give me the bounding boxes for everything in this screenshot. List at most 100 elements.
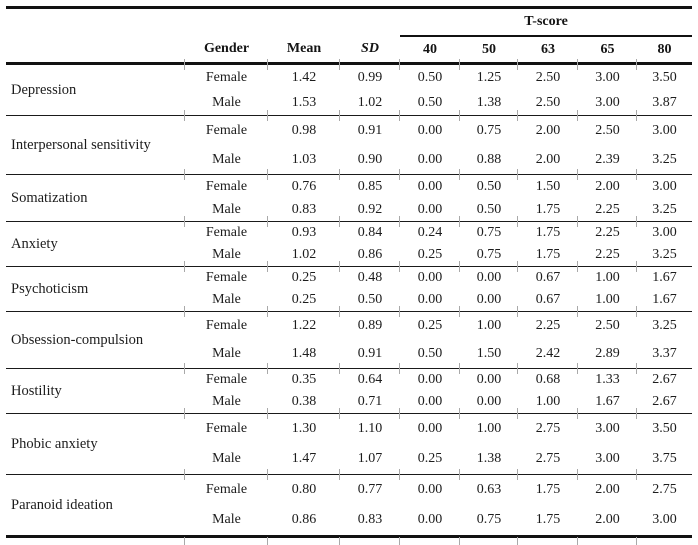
tscore-65-cell: 2.89 [595, 346, 620, 361]
section-hostility: Hostility Female 0.35 0.64 0.00 0.00 0.68 1.33 2… [6, 362, 693, 414]
table-row: Male 1.02 0.86 0.25 0.75 1.75 2.25 3.25 [6, 244, 692, 267]
tscore-40-cell: 0.00 [399, 260, 460, 290]
tscore-40-cell: 0.00 [399, 505, 460, 545]
tscore-50-header: 50 [482, 41, 496, 57]
gender-cell: Female [184, 57, 268, 91]
tscore-40-header: 40 [423, 41, 437, 57]
tscore-63-cell: 2.50 [535, 94, 561, 110]
tscore-63-cell: 1.75 [535, 247, 561, 262]
sd-cell: 0.48 [339, 260, 400, 290]
tscore-50-cell: 0.75 [459, 215, 518, 245]
section-somatization: Somatization Female 0.76 0.85 0.00 0.50 1.50 2.… [6, 168, 693, 222]
tscore-65-cell: 2.25 [577, 215, 637, 245]
gender-cell: Male [184, 505, 268, 545]
tscore-80-cell: 1.67 [635, 260, 692, 290]
tscore-50-cell: 1.38 [476, 451, 502, 466]
mean-cell: 1.42 [267, 57, 340, 91]
tscore-40-cell: 0.00 [417, 151, 443, 167]
tscore-80-header: 80 [657, 41, 672, 57]
mean-cell: 1.02 [291, 247, 317, 262]
tscore-63-cell: 0.67 [535, 292, 561, 307]
tscore-group-header: T-score [400, 7, 693, 37]
tscore-80-cell: 2.67 [635, 362, 692, 392]
gender-cell: Female [184, 468, 268, 506]
tscore-63-cell: 2.25 [517, 305, 578, 341]
tscore-40-cell: 0.50 [399, 57, 460, 91]
category-cell: Psychoticism [11, 280, 89, 297]
mean-cell: 1.47 [291, 451, 317, 466]
gender-cell: Male [212, 292, 241, 307]
tscore-header-row: T-score [6, 7, 693, 37]
gender-cell: Female [184, 362, 268, 392]
category-cell: Obsession-compulsion [11, 331, 144, 348]
header-spacer [6, 8, 400, 37]
tscore-80-cell: 3.50 [635, 57, 692, 91]
tscore-80-cell: 3.00 [635, 505, 692, 545]
tscore-65-cell: 3.00 [595, 451, 620, 466]
mean-cell: 1.30 [267, 407, 340, 445]
table-row: Male 1.48 0.91 0.50 1.50 2.42 2.89 3.37 [6, 340, 692, 369]
tscore-50-cell: 0.75 [476, 247, 502, 262]
tscore-40-cell: 0.50 [417, 94, 443, 110]
mean-cell: 0.25 [291, 292, 317, 307]
mean-cell: 0.80 [267, 468, 340, 506]
tscore-65-cell: 2.00 [577, 505, 637, 545]
section-depression: Depression Female 1.42 0.99 0.50 1.25 2.50 3.00… [6, 57, 692, 116]
tscore-63-cell: 1.75 [517, 505, 578, 545]
tscore-80-cell: 1.67 [652, 292, 677, 307]
tscore-50-cell: 1.00 [459, 305, 518, 341]
tscore-80-cell: 3.75 [652, 451, 677, 466]
tscore-40-cell: 0.00 [417, 292, 443, 307]
tscore-50-cell: 0.75 [459, 505, 518, 545]
tscore-50-cell: 0.88 [476, 151, 502, 167]
tscore-40-cell: 0.00 [399, 109, 460, 146]
tscore-65-cell: 2.00 [577, 468, 637, 506]
section-psychoticism: Psychoticism Female 0.25 0.48 0.00 0.00 0.67 1.… [6, 260, 693, 312]
gender-cell: Male [212, 346, 241, 361]
tscore-63-cell: 2.42 [535, 346, 561, 361]
category-cell: Interpersonal sensitivity [11, 136, 151, 153]
sd-cell: 0.99 [339, 57, 400, 91]
tscore-40-cell: 0.00 [399, 168, 460, 199]
mean-cell: 0.93 [267, 215, 340, 245]
tscore-40-cell: 0.00 [417, 201, 443, 217]
table-row: Psychoticism Female 0.25 0.48 0.00 0.00 0.67 1.… [6, 260, 692, 297]
tscore-63-header: 63 [541, 41, 555, 57]
tscore-65-header: 65 [600, 41, 615, 57]
tscore-80-cell: 3.00 [635, 168, 692, 199]
table-row: Depression Female 1.42 0.99 0.50 1.25 2.50 3.00… [6, 57, 692, 98]
mean-cell: 0.35 [267, 362, 340, 392]
category-header [6, 36, 185, 64]
sd-cell: 0.50 [357, 292, 383, 307]
tscore-80-cell: 2.75 [635, 468, 692, 506]
gender-cell: Male [212, 451, 241, 466]
mean-cell: 1.22 [267, 305, 340, 341]
table-header: T-score Gender Mean SD 40 50 63 65 80 [6, 7, 693, 64]
tscore-65-cell: 3.00 [577, 57, 637, 91]
tscore-50-cell: 1.25 [459, 57, 518, 91]
sd-cell: 0.92 [357, 201, 383, 217]
tscore-40-cell: 0.25 [417, 451, 443, 466]
tscore-80-cell: 3.00 [635, 109, 692, 146]
mean-cell: 1.53 [291, 94, 317, 110]
tscore-63-cell: 1.00 [535, 394, 561, 409]
gender-cell: Female [184, 260, 268, 290]
tscore-50-cell: 1.00 [459, 407, 518, 445]
tscore-50-cell: 0.00 [459, 362, 518, 392]
sd-cell: 1.10 [339, 407, 400, 445]
gender-cell: Female [184, 305, 268, 341]
tscore-80-cell: 2.67 [652, 394, 677, 409]
category-cell: Somatization [11, 189, 88, 206]
tscore-40-cell: 0.00 [417, 394, 443, 409]
tscore-65-cell: 1.00 [577, 260, 637, 290]
tscore-80-cell: 3.25 [652, 201, 677, 217]
tscore-40-cell: 0.00 [399, 468, 460, 506]
sd-cell: 0.89 [339, 305, 400, 341]
tscore-63-cell: 1.75 [517, 468, 578, 506]
category-cell: Depression [11, 81, 77, 98]
category-cell: Hostility [11, 382, 62, 399]
tscore-63-cell: 2.75 [517, 407, 578, 445]
mean-cell: 0.83 [291, 201, 317, 217]
table-row: Male 0.83 0.92 0.00 0.50 1.75 2.25 3.25 [6, 198, 692, 222]
table-row: Paranoid ideation Female 0.80 0.77 0.00 0.63 1… [6, 468, 692, 513]
